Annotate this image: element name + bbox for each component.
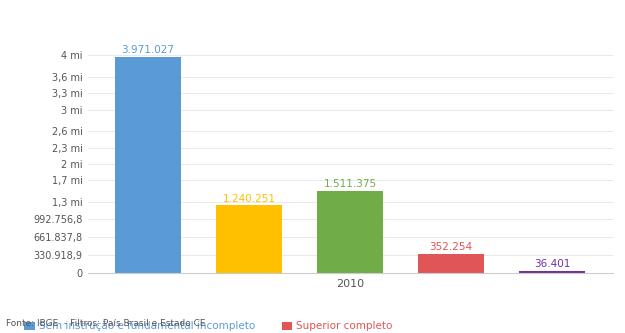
Text: 36.401: 36.401 [534,259,570,269]
Bar [216,205,282,273]
Text: 1.240.251: 1.240.251 [222,193,276,203]
Text: 352.254: 352.254 [429,242,472,252]
Legend: Sem instrução e fundamental incompleto, Fundamental completo e médio incompleto,: Sem instrução e fundamental incompleto, … [24,321,392,333]
Bar [519,271,585,273]
Bar [115,57,181,273]
Text: 1.511.375: 1.511.375 [324,179,377,189]
Bar [418,254,484,273]
Text: 3.971.027: 3.971.027 [122,45,174,55]
Bar [318,191,383,273]
Text: Fonte: IBGE  - Filtros: País Brasil e Estado CE: Fonte: IBGE - Filtros: País Brasil e Est… [6,319,206,328]
